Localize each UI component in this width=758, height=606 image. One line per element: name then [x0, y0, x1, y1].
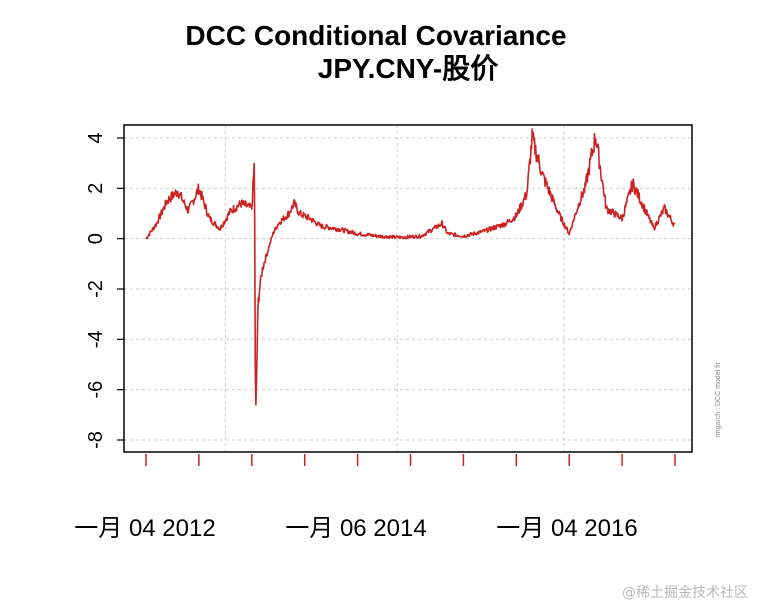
y-tick-label-5: -6 — [85, 381, 107, 399]
y-tick-label-2: 0 — [85, 233, 107, 244]
y-tick-label-3: -2 — [85, 280, 107, 298]
chart-subtitle: JPY.CNY-股价 — [318, 53, 499, 84]
y-tick-label-0: 4 — [85, 132, 107, 143]
x-tick-label-1: 一月 06 2014 — [285, 515, 426, 542]
series-line — [145, 128, 676, 406]
x-tick-label-2: 一月 04 2016 — [496, 515, 637, 542]
y-axis: 4 2 0 -2 -4 -6 -8 — [85, 132, 124, 449]
side-note: rmgarch : DCC model fit — [715, 362, 722, 437]
y-tick-label-4: -4 — [85, 330, 107, 348]
y-tick-label-1: 2 — [85, 183, 107, 194]
watermark: @稀土掘金技术社区 — [622, 585, 748, 601]
x-tick-label-0: 一月 04 2012 — [74, 515, 215, 542]
x-axis: 一月 04 2012 一月 06 2014 一月 04 2016 — [74, 454, 676, 542]
y-tick-label-6: -8 — [85, 431, 107, 449]
chart-title: DCC Conditional Covariance — [185, 20, 566, 51]
grid-lines — [124, 125, 692, 452]
